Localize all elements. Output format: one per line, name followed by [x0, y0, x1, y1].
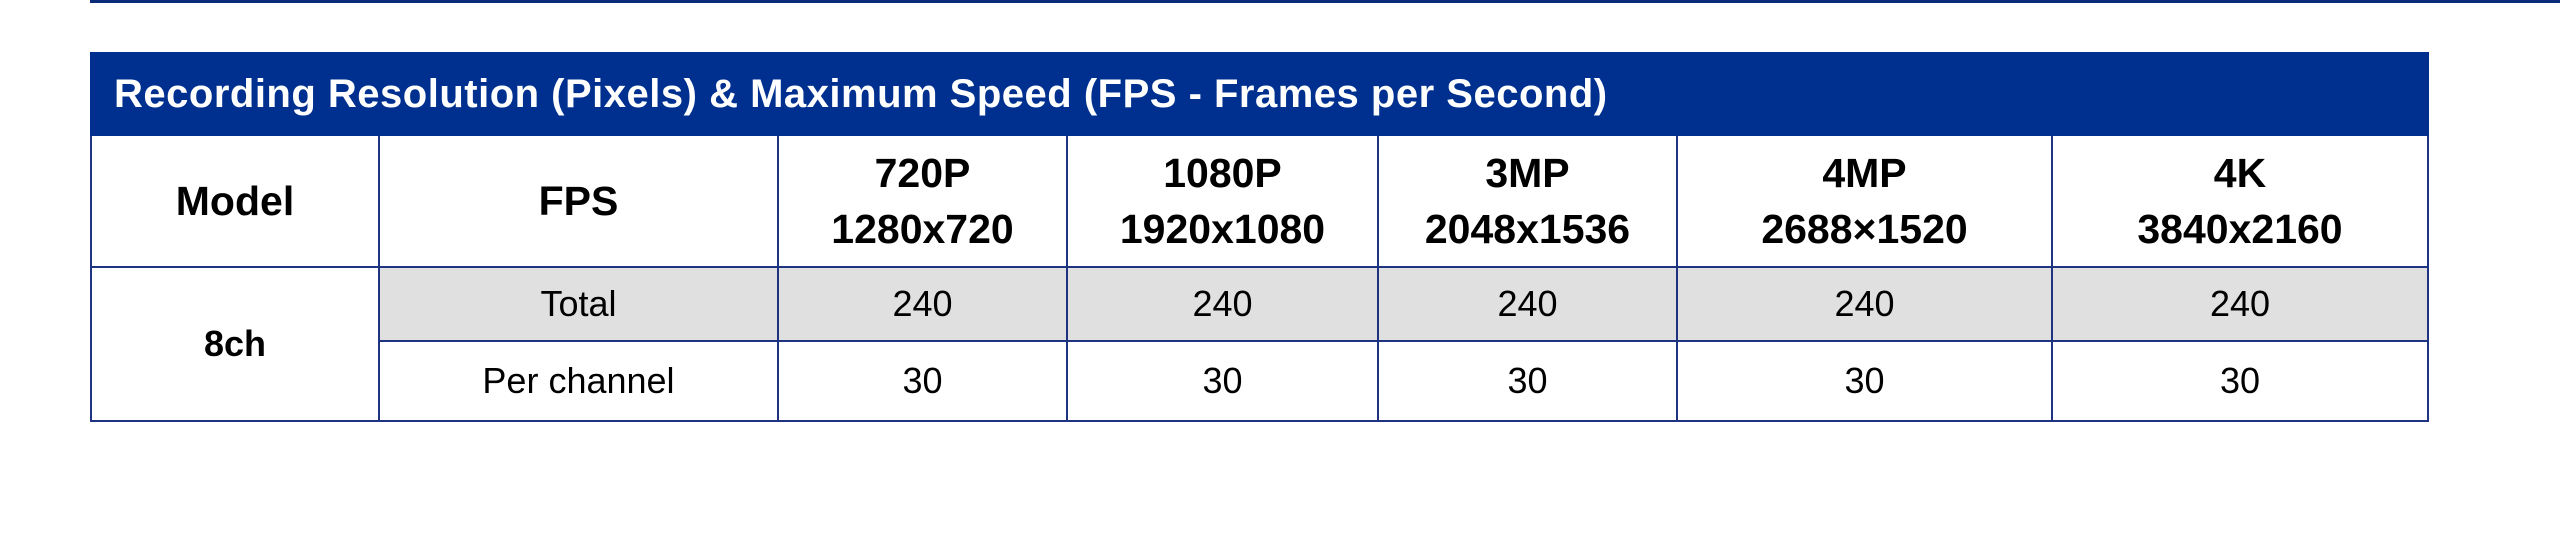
header-3mp: 3MP 2048x1536 [1377, 134, 1678, 268]
header-720p: 720P 1280x720 [777, 134, 1068, 268]
table-row-total: 8ch Total 240 240 240 240 240 [90, 266, 2429, 422]
header-fps: FPS [378, 134, 779, 268]
header-720p-res: 1280x720 [831, 206, 1014, 252]
header-4k-res: 3840x2160 [2137, 206, 2343, 252]
header-4mp: 4MP 2688×1520 [1676, 134, 2053, 268]
header-1080p-res: 1920x1080 [1119, 206, 1326, 252]
cell-total-3mp: 240 [1377, 266, 1678, 342]
row-label-per-channel: Per channel [378, 340, 779, 422]
table-row-per-channel: Per channel 30 30 30 30 30 [91, 340, 2429, 422]
header-4mp-name: 4MP [1822, 150, 1907, 196]
row-label-total: Total [378, 266, 779, 342]
cell-per-4mp: 30 [1676, 340, 2053, 422]
cell-total-720p: 240 [777, 266, 1068, 342]
header-3mp-name: 3MP [1485, 150, 1570, 196]
header-4mp-res: 2688×1520 [1761, 206, 1968, 252]
header-row: Model FPS 720P 1280x720 1080P 1920x1080 … [90, 134, 2429, 268]
header-1080p: 1080P 1920x1080 [1066, 134, 1379, 268]
header-4k: 4K 3840x2160 [2051, 134, 2429, 268]
header-4k-name: 4K [2213, 150, 2267, 196]
cell-total-4mp: 240 [1676, 266, 2053, 342]
table-title: Recording Resolution (Pixels) & Maximum … [90, 52, 2429, 136]
cell-total-4k: 240 [2051, 266, 2429, 342]
header-3mp-res: 2048x1536 [1424, 206, 1631, 252]
resolution-speed-table: Recording Resolution (Pixels) & Maximum … [90, 52, 2429, 422]
top-divider [90, 0, 2560, 3]
header-model: Model [90, 134, 380, 268]
header-1080p-name: 1080P [1163, 150, 1282, 196]
cell-per-720p: 30 [777, 340, 1068, 422]
cell-per-3mp: 30 [1377, 340, 1678, 422]
cell-total-1080p: 240 [1066, 266, 1379, 342]
model-cell: 8ch [90, 266, 380, 422]
header-720p-name: 720P [874, 150, 971, 196]
cell-per-1080p: 30 [1066, 340, 1379, 422]
table-title-row: Recording Resolution (Pixels) & Maximum … [90, 52, 2429, 136]
cell-per-4k: 30 [2051, 340, 2429, 422]
